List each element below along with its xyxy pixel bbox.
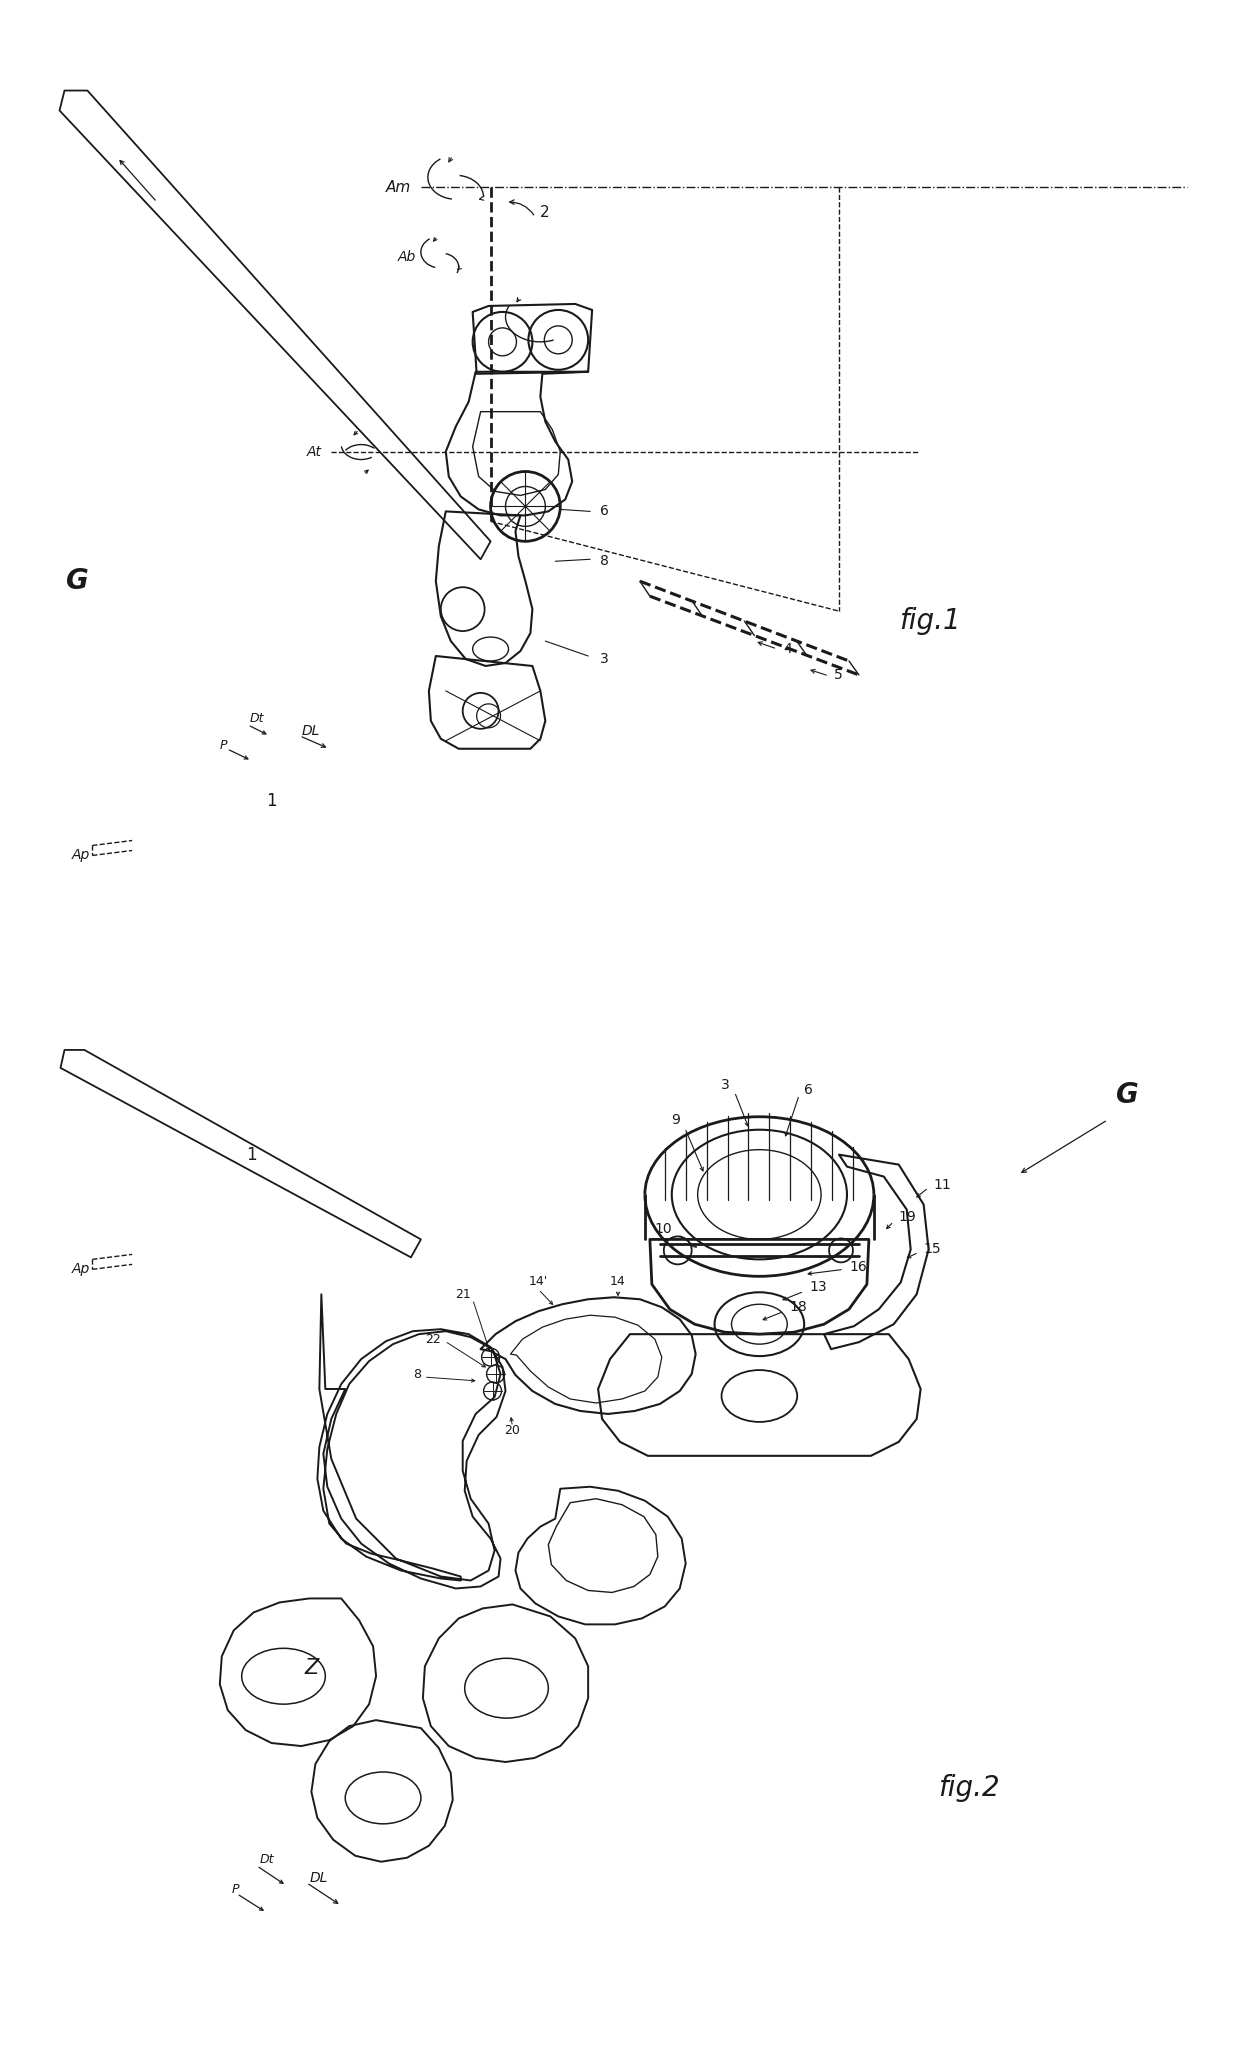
Text: 6: 6 xyxy=(600,505,609,519)
Text: 14: 14 xyxy=(610,1276,626,1288)
Text: 6: 6 xyxy=(805,1083,813,1097)
Text: Dt: Dt xyxy=(259,1854,274,1866)
Text: 11: 11 xyxy=(934,1177,951,1192)
Text: At: At xyxy=(306,445,321,459)
Text: 4: 4 xyxy=(784,642,792,656)
Text: P: P xyxy=(232,1883,239,1897)
Text: 21: 21 xyxy=(455,1288,471,1300)
Text: 15: 15 xyxy=(924,1243,941,1257)
Text: 8: 8 xyxy=(413,1368,420,1380)
Text: 3: 3 xyxy=(600,652,609,667)
Text: 13: 13 xyxy=(810,1280,827,1294)
Text: P: P xyxy=(219,738,227,753)
Text: 3: 3 xyxy=(720,1079,729,1091)
Text: 22: 22 xyxy=(425,1333,440,1345)
Text: 19: 19 xyxy=(899,1210,916,1224)
Text: G: G xyxy=(1116,1081,1140,1110)
Text: 9: 9 xyxy=(671,1114,680,1126)
Text: 18: 18 xyxy=(789,1300,807,1315)
Text: 10: 10 xyxy=(655,1222,672,1237)
Text: fig.2: fig.2 xyxy=(939,1774,1001,1803)
Text: 1: 1 xyxy=(267,792,277,810)
Text: G: G xyxy=(66,568,89,595)
Text: 20: 20 xyxy=(505,1423,521,1438)
Text: Ap: Ap xyxy=(72,849,91,863)
Text: 2: 2 xyxy=(541,205,551,219)
Text: 1: 1 xyxy=(247,1147,257,1163)
Text: Am: Am xyxy=(386,180,410,195)
Text: Dt: Dt xyxy=(249,712,264,726)
Text: DL: DL xyxy=(310,1871,327,1885)
Text: Z: Z xyxy=(304,1659,319,1678)
Text: 5: 5 xyxy=(835,669,843,681)
Text: 16: 16 xyxy=(849,1261,867,1274)
Text: fig.1: fig.1 xyxy=(899,607,960,636)
Text: Ab: Ab xyxy=(398,250,415,265)
Text: 14': 14' xyxy=(528,1276,548,1288)
Text: Ap: Ap xyxy=(72,1261,91,1276)
Text: 8: 8 xyxy=(600,554,609,568)
Text: DL: DL xyxy=(301,724,320,738)
